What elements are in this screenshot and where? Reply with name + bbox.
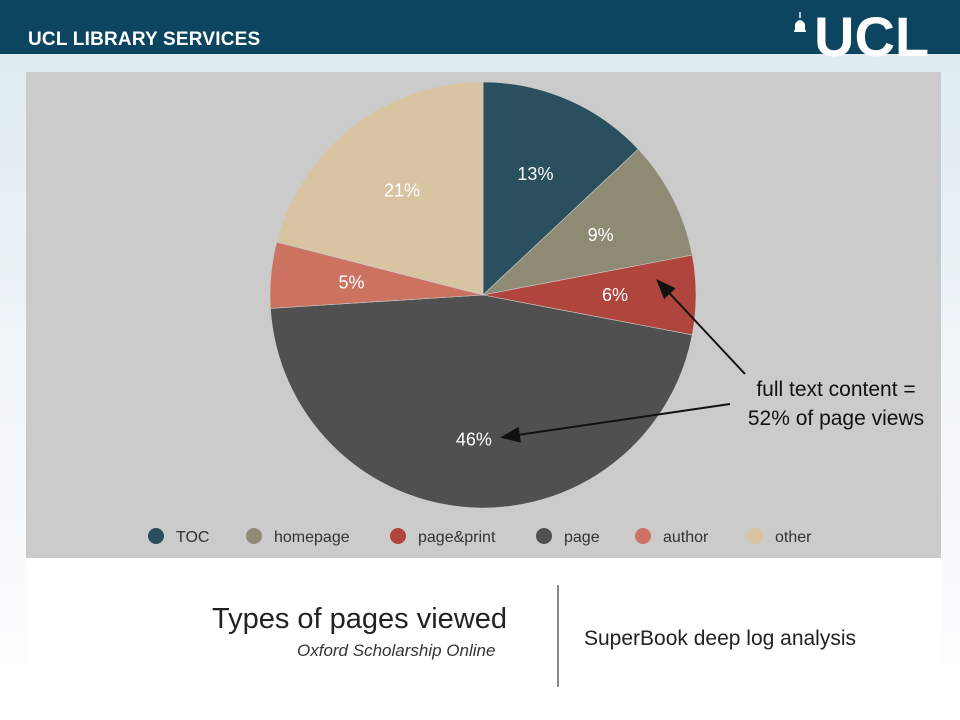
ucl-logo: UCL bbox=[794, 5, 929, 68]
right-caption: SuperBook deep log analysis bbox=[584, 627, 857, 650]
legend-swatch-homepage bbox=[246, 528, 262, 544]
legend-swatch-page bbox=[536, 528, 552, 544]
slice-label-homepage: 9% bbox=[588, 225, 614, 245]
annotation: full text content = 52% of page views bbox=[500, 279, 924, 443]
caption-panel bbox=[26, 558, 941, 708]
annotation-arrow-to-page bbox=[500, 403, 731, 443]
slice-label-page-print: 6% bbox=[602, 285, 628, 305]
legend-label-homepage: homepage bbox=[274, 529, 350, 546]
annotation-line-1: full text content = bbox=[756, 378, 915, 401]
annotation-arrow-to-page-print bbox=[656, 279, 746, 375]
logo-text: UCL bbox=[814, 5, 929, 68]
pie-slice-homepage bbox=[482, 148, 693, 296]
legend-label-other: other bbox=[775, 529, 812, 546]
legend-swatch-toc bbox=[148, 528, 164, 544]
annotation-line-2: 52% of page views bbox=[748, 407, 924, 430]
slice-label-other: 21% bbox=[384, 181, 420, 201]
org-name: UCL LIBRARY SERVICES bbox=[28, 29, 261, 50]
legend-swatch-page-print bbox=[390, 528, 406, 544]
legend-label-page: page bbox=[564, 529, 600, 546]
slice-label-toc: 13% bbox=[517, 164, 553, 184]
slide-subtitle: Oxford Scholarship Online bbox=[297, 641, 496, 660]
pie-slice-toc bbox=[482, 81, 639, 296]
slice-label-author: 5% bbox=[339, 273, 365, 293]
pie-slice-page bbox=[270, 294, 693, 509]
legend-swatch-other bbox=[747, 528, 763, 544]
header-bar: UCL LIBRARY SERVICES UCL bbox=[0, 0, 960, 68]
pie-slice-other bbox=[276, 81, 484, 296]
legend-label-author: author bbox=[663, 529, 709, 546]
legend-label-page-print: page&print bbox=[418, 529, 496, 546]
legend-swatch-author bbox=[635, 528, 651, 544]
caption-divider bbox=[557, 585, 559, 687]
slice-label-page: 46% bbox=[456, 430, 492, 450]
legend-label-toc: TOC bbox=[176, 529, 209, 546]
slide-title: Types of pages viewed bbox=[212, 603, 508, 635]
